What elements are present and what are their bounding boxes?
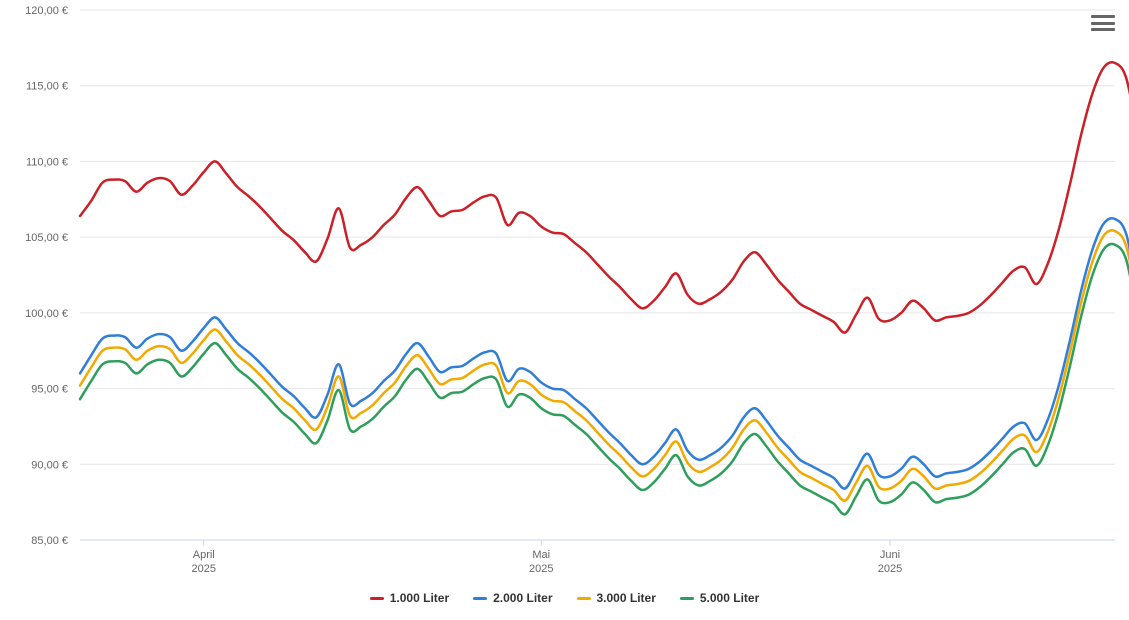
legend-item[interactable]: 2.000 Liter (473, 591, 552, 605)
legend-item[interactable]: 5.000 Liter (680, 591, 759, 605)
legend-label: 3.000 Liter (597, 591, 656, 605)
y-tick-label: 105,00 € (25, 232, 68, 244)
x-tick-month: April (193, 549, 215, 561)
chart-svg: 85,00 € 90,00 € 95,00 € 100,00 € 105,00 € 110… (0, 0, 1129, 615)
price-chart: 85,00 € 90,00 € 95,00 € 100,00 € 105,00 € 110… (0, 0, 1129, 615)
chart-menu-icon[interactable] (1091, 12, 1115, 34)
chart-legend: 1.000 Liter 2.000 Liter 3.000 Liter 5.000 L… (0, 589, 1129, 606)
legend-swatch (370, 597, 384, 600)
x-tick-month: Mai (532, 549, 550, 561)
x-tick-month: Juni (880, 549, 900, 561)
x-tick-year: 2025 (878, 563, 902, 575)
legend-item[interactable]: 3.000 Liter (577, 591, 656, 605)
x-tick-year: 2025 (192, 563, 216, 575)
y-tick-label: 85,00 € (31, 535, 68, 547)
y-tick-label: 100,00 € (25, 308, 68, 320)
y-tick-label: 115,00 € (26, 81, 68, 93)
legend-item[interactable]: 1.000 Liter (370, 591, 449, 605)
legend-swatch (473, 597, 487, 600)
legend-swatch (680, 597, 694, 600)
y-tick-label: 95,00 € (31, 384, 68, 396)
legend-swatch (577, 597, 591, 600)
legend-label: 5.000 Liter (700, 591, 759, 605)
legend-label: 2.000 Liter (493, 591, 552, 605)
x-tick-year: 2025 (529, 563, 553, 575)
series-line[interactable] (80, 244, 1129, 514)
legend-label: 1.000 Liter (390, 591, 449, 605)
series-line[interactable] (80, 62, 1129, 332)
y-tick-label: 110,00 € (26, 156, 68, 168)
y-tick-label: 120,00 € (25, 5, 68, 17)
y-tick-label: 90,00 € (31, 459, 68, 471)
